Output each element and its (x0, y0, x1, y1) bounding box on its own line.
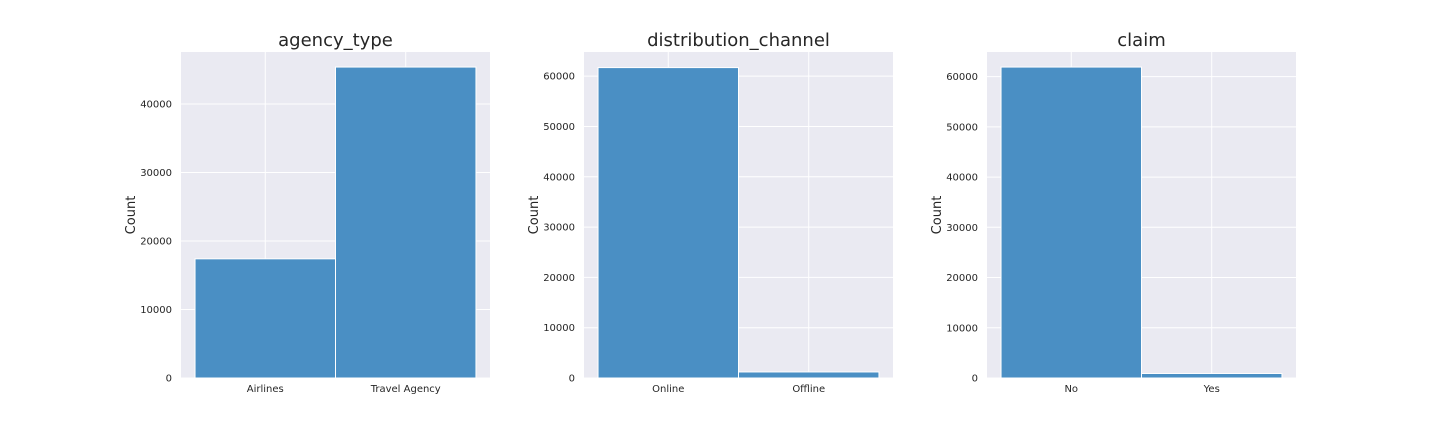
y-tick-label: 0 (166, 374, 172, 385)
subplot-title: agency_type (278, 30, 393, 51)
y-tick-label: 30000 (140, 168, 172, 179)
y-axis-label: Count (930, 196, 945, 235)
bar (597, 67, 740, 379)
x-tick-label: Airlines (247, 384, 284, 395)
y-tick-label: 10000 (946, 323, 978, 334)
y-tick-label: 60000 (946, 72, 978, 83)
y-tick-label: 0 (569, 374, 575, 385)
x-tick-label: No (1064, 384, 1078, 395)
y-tick-label: 50000 (946, 122, 978, 133)
y-tick-label: 40000 (543, 172, 575, 183)
x-tick-label: Offline (792, 384, 825, 395)
bar (335, 66, 477, 379)
x-tick-label: Online (652, 384, 684, 395)
y-axis-label: Count (527, 196, 542, 235)
y-tick-label: 10000 (140, 305, 172, 316)
subplot-claim: Count 0 10000 20000 30000 40000 50000 60000 No Y… (930, 30, 1296, 395)
y-tick-label: 40000 (140, 100, 172, 111)
subplot-title: claim (1117, 30, 1165, 51)
y-tick-label: 10000 (543, 323, 575, 334)
bar (738, 371, 880, 379)
y-tick-label: 20000 (543, 273, 575, 284)
y-tick-label: 0 (972, 374, 978, 385)
bar (194, 258, 336, 379)
x-tick-label: Yes (1203, 384, 1220, 395)
bar (1141, 372, 1283, 379)
subplot-agency-type: Count 0 10000 20000 30000 40000 Airlines Trave… (124, 30, 490, 395)
y-tick-label: 30000 (543, 223, 575, 234)
x-tick-label: Travel Agency (370, 384, 441, 395)
subplot-title: distribution_channel (647, 30, 830, 51)
y-tick-label: 20000 (140, 237, 172, 248)
bar (1000, 66, 1143, 379)
subplot-distribution-channel: Count 0 10000 20000 30000 40000 50000 60000 Onl… (527, 30, 893, 395)
y-tick-label: 40000 (946, 173, 978, 184)
y-tick-label: 30000 (946, 223, 978, 234)
y-tick-label: 60000 (543, 72, 575, 83)
y-axis-label: Count (124, 196, 139, 235)
y-tick-label: 20000 (946, 273, 978, 284)
y-tick-label: 50000 (543, 122, 575, 133)
